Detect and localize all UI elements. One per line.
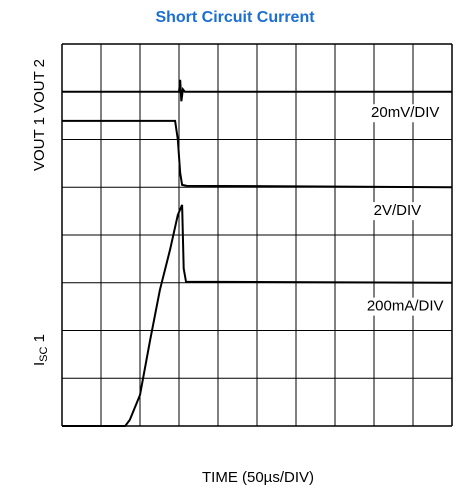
- trace: [62, 79, 452, 102]
- annotation: 2V/DIV: [374, 202, 422, 219]
- y-axis-label: VOUT 1 VOUT 2: [31, 59, 48, 171]
- label-part: I: [31, 362, 48, 366]
- trace: [62, 204, 453, 427]
- trace: [62, 119, 453, 189]
- y-axis-label: ISC 1: [31, 334, 50, 366]
- label-part: 1: [31, 334, 48, 347]
- label-part: SC: [38, 346, 50, 361]
- annotation-bg: [364, 297, 446, 316]
- x-axis-label: TIME (50µs/DIV): [202, 469, 314, 486]
- annotation-bg: [369, 104, 442, 123]
- annotation: 20mV/DIV: [371, 104, 439, 121]
- annotation: 200mA/DIV: [367, 298, 444, 315]
- annotation-bg: [371, 202, 424, 221]
- chart-title: Short Circuit Current: [155, 9, 315, 26]
